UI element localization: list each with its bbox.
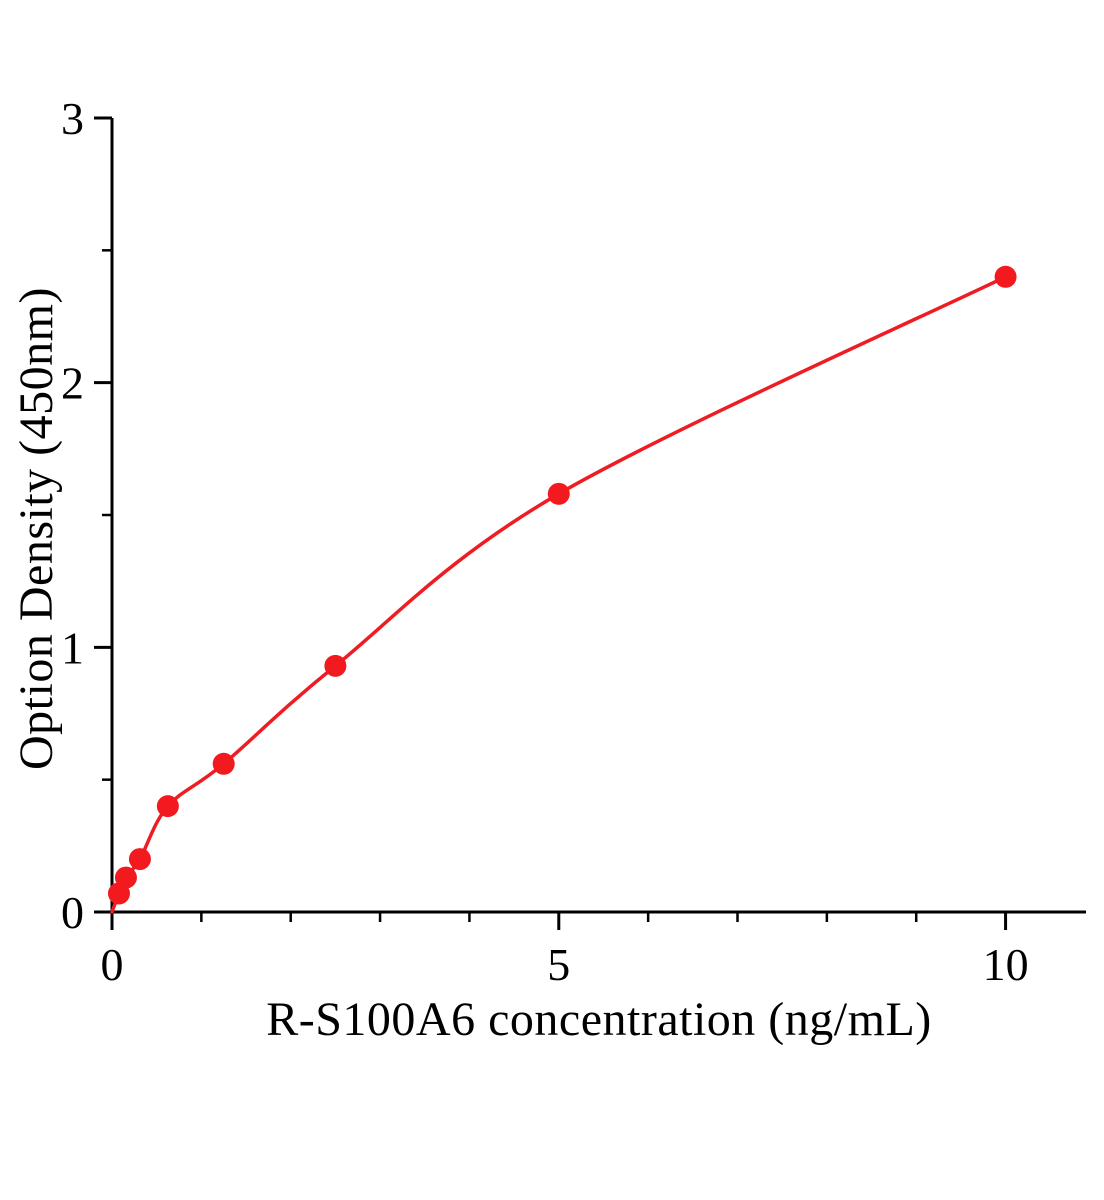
data-point <box>212 752 235 775</box>
x-tick-label: 5 <box>547 939 570 990</box>
data-point <box>128 848 151 871</box>
x-axis-title: R-S100A6 concentration (ng/mL) <box>266 993 932 1046</box>
y-axis-title: Option Density (450nm) <box>9 286 63 770</box>
fit-curve <box>110 275 1008 914</box>
y-tick-label: 0 <box>61 887 84 938</box>
x-tick-label: 0 <box>101 939 124 990</box>
data-point <box>324 654 347 677</box>
y-tick-label: 2 <box>61 358 84 409</box>
data-point <box>547 482 570 505</box>
data-point <box>994 265 1017 288</box>
y-axis-title-wrap: Option Density (450nm) <box>6 0 66 1056</box>
x-tick-label: 10 <box>983 939 1029 990</box>
data-point <box>114 866 137 889</box>
y-tick-label: 1 <box>61 622 84 673</box>
data-point <box>156 795 179 818</box>
y-tick-label: 3 <box>61 93 84 144</box>
